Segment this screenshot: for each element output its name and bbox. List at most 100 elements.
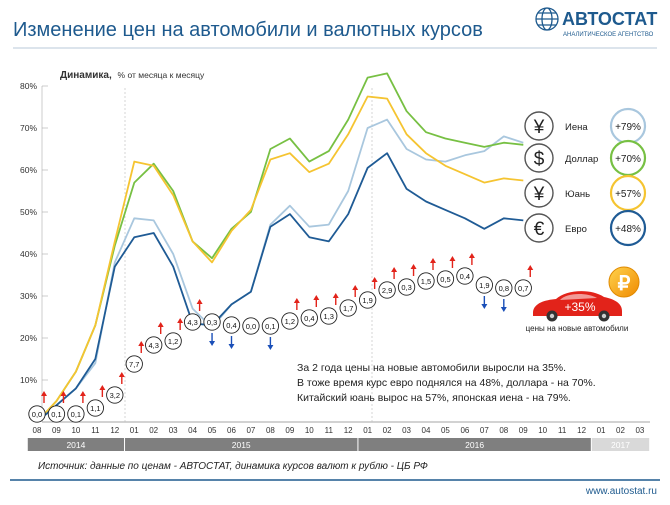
car-price-value: 1,1 bbox=[90, 404, 100, 413]
x-tick-label: 02 bbox=[149, 426, 158, 435]
car-price-circle bbox=[261, 317, 280, 335]
car-price-circle bbox=[514, 279, 532, 297]
chart-title: Динамика, bbox=[60, 70, 112, 81]
x-tick-label: 09 bbox=[285, 426, 294, 435]
page-title: Изменение цен на автомобили и валютных к… bbox=[13, 19, 483, 41]
car-price-value: 2,9 bbox=[382, 286, 392, 295]
car-price-circle bbox=[86, 399, 105, 417]
car-price-circle bbox=[475, 276, 493, 294]
arrow-down-icon bbox=[209, 341, 216, 346]
car-price-value: 1,9 bbox=[479, 281, 489, 290]
car-price-value: 0,3 bbox=[401, 283, 411, 292]
x-tick-label: 11 bbox=[91, 426, 100, 435]
x-tick-label: 01 bbox=[597, 426, 606, 435]
y-axis: 10% 20% 30% 40% 50% 60% 70% 80% bbox=[20, 81, 48, 385]
x-tick-label: 03 bbox=[402, 426, 411, 435]
legend-change-value: +48% bbox=[615, 224, 641, 235]
x-tick-label: 07 bbox=[246, 426, 255, 435]
arrow-up-icon bbox=[371, 277, 378, 282]
x-tick-label: 04 bbox=[422, 426, 431, 435]
car-price-circle bbox=[417, 272, 435, 290]
legend-label: Иена bbox=[565, 122, 588, 133]
car-price-value: 1,9 bbox=[362, 296, 372, 305]
x-tick-label: 02 bbox=[616, 426, 625, 435]
arrow-up-icon bbox=[449, 256, 456, 261]
x-tick-label: 06 bbox=[227, 426, 236, 435]
series-line-yuan bbox=[36, 95, 524, 423]
series-lines bbox=[36, 72, 524, 423]
y-tick-label: 10% bbox=[20, 375, 37, 385]
year-label: 2016 bbox=[465, 440, 484, 450]
car-price-value: 7,7 bbox=[129, 360, 139, 369]
car-price-circle bbox=[28, 405, 46, 423]
arrow-up-icon bbox=[79, 391, 86, 396]
x-tick-label: 12 bbox=[110, 426, 119, 435]
legend-label: Евро bbox=[565, 224, 587, 235]
car-price-circle bbox=[300, 309, 318, 327]
car-price-circle bbox=[183, 313, 202, 331]
x-tick-label: 10 bbox=[305, 426, 314, 435]
car-price-value: 0,7 bbox=[518, 284, 528, 293]
x-tick-label: 12 bbox=[577, 426, 586, 435]
arrow-up-icon bbox=[196, 299, 203, 304]
arrow-up-icon bbox=[391, 267, 398, 272]
x-tick-label: 02 bbox=[383, 426, 392, 435]
car-price-circle bbox=[203, 313, 221, 331]
car-price-circle bbox=[358, 291, 377, 309]
car-price-circle bbox=[47, 405, 66, 423]
car-price-value: 0,0 bbox=[32, 410, 42, 419]
arrow-up-icon bbox=[332, 293, 339, 298]
legend-change-value: +57% bbox=[615, 189, 641, 200]
car-price-value: 0,1 bbox=[265, 322, 275, 331]
arrow-up-icon bbox=[410, 264, 417, 269]
car-price-value: 3,2 bbox=[110, 391, 120, 400]
y-tick-label: 80% bbox=[20, 81, 37, 91]
x-axis-year-bars: 2014 2015 2016 2017 bbox=[27, 438, 650, 451]
car-price-circle bbox=[495, 279, 513, 297]
car-price-value: 0,0 bbox=[246, 322, 256, 331]
x-tick-label: 08 bbox=[33, 426, 42, 435]
legend-change-value: +70% bbox=[615, 154, 641, 165]
car-price-value: 0,4 bbox=[460, 272, 470, 281]
chart-caption: Динамика, % от месяца к месяцу bbox=[60, 70, 205, 81]
car-price-value: 0,5 bbox=[440, 275, 450, 284]
x-tick-label: 08 bbox=[266, 426, 275, 435]
summary-line-2: В тоже время курс евро поднялся на 48%, … bbox=[297, 377, 596, 389]
car-price-value: 1,2 bbox=[168, 337, 178, 346]
ruble-coin-icon bbox=[608, 266, 640, 298]
arrow-up-icon bbox=[293, 298, 300, 303]
series-line-yen bbox=[36, 118, 524, 423]
x-tick-label: 09 bbox=[519, 426, 528, 435]
source-note: Источник: данные по ценам - АВТОСТАТ, ди… bbox=[38, 460, 428, 472]
car-price-circle bbox=[222, 316, 241, 334]
car-price-circle bbox=[164, 332, 182, 350]
x-tick-label: 06 bbox=[460, 426, 469, 435]
x-tick-label: 12 bbox=[344, 426, 353, 435]
x-tick-label: 10 bbox=[538, 426, 547, 435]
x-tick-label: 05 bbox=[441, 426, 450, 435]
x-tick-label: 03 bbox=[635, 426, 644, 435]
chart-title-unit: % от месяца к месяцу bbox=[118, 70, 205, 80]
arrow-up-icon bbox=[468, 253, 475, 258]
car-price-circle bbox=[281, 312, 299, 330]
series-line-dollar bbox=[36, 72, 524, 423]
car-price-circle bbox=[125, 355, 143, 373]
car-price-circle bbox=[145, 336, 163, 354]
brand-tagline: АНАЛИТИЧЕСКОЕ АГЕНТСТВО bbox=[563, 32, 654, 38]
year-bar bbox=[125, 438, 358, 451]
arrow-up-icon bbox=[60, 391, 67, 396]
year-label: 2017 bbox=[611, 440, 630, 450]
autostat-logo: АВТОСТАТ АНАЛИТИЧЕСКОЕ АГЕНТСТВО bbox=[535, 7, 657, 38]
car-price-value: 0,1 bbox=[51, 410, 61, 419]
year-bar bbox=[591, 438, 650, 451]
legend-label: Доллар bbox=[565, 154, 598, 165]
x-tick-label: 11 bbox=[325, 426, 334, 435]
legend-change-ring bbox=[609, 209, 647, 247]
car-price-circle bbox=[67, 405, 85, 423]
currency-symbol: € bbox=[534, 219, 545, 240]
y-tick-label: 50% bbox=[20, 207, 37, 217]
year-label: 2015 bbox=[232, 440, 251, 450]
x-tick-label: 07 bbox=[480, 426, 489, 435]
